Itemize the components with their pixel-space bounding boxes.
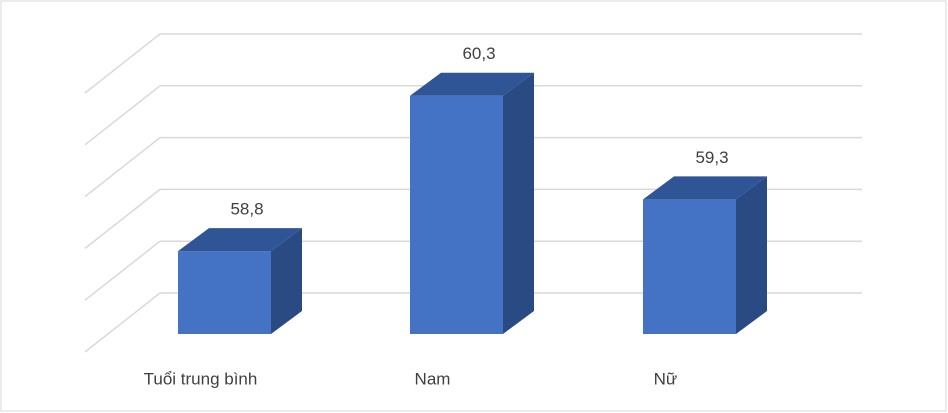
- bar-top: [410, 72, 534, 96]
- x-tick-label: Nữ: [654, 369, 678, 388]
- bar-front: [410, 95, 503, 334]
- grid-line: [84, 188, 161, 249]
- grid-line: [84, 33, 161, 94]
- grid-line: [84, 240, 161, 301]
- x-tick-label: Nam: [415, 369, 451, 388]
- grid-line: [84, 85, 161, 146]
- bar-top: [178, 228, 302, 252]
- bar: [178, 228, 302, 334]
- bar-front: [178, 251, 271, 334]
- bar-front: [643, 199, 736, 334]
- grid-line: [84, 137, 161, 198]
- bar: [643, 176, 767, 334]
- value-label: 59,3: [695, 148, 728, 167]
- x-tick-label: Tuổi trung bình: [144, 369, 258, 388]
- bar-side: [503, 72, 534, 334]
- bar-top: [643, 176, 767, 200]
- value-label: 60,3: [462, 44, 495, 63]
- grid-line: [84, 292, 161, 353]
- bar-side: [271, 228, 302, 334]
- bar-side: [736, 176, 767, 334]
- value-label: 58,8: [230, 200, 263, 219]
- bar: [410, 72, 534, 334]
